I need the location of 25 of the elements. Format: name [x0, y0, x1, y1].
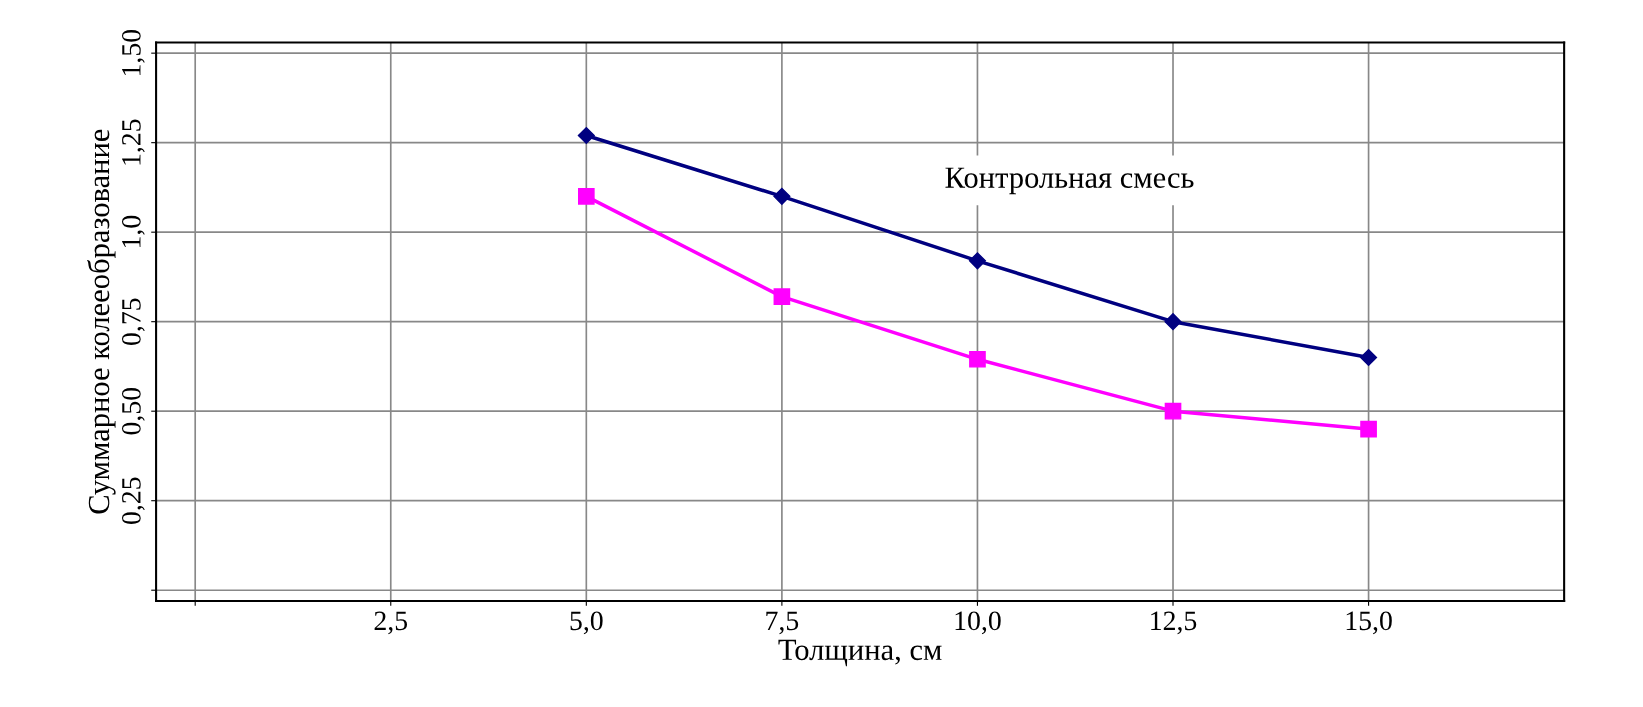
y-axis-title: Суммарное колееобразование	[87, 129, 116, 514]
y-tick-label: 0,75	[121, 298, 145, 345]
y-tick-label: 1,0	[121, 215, 145, 248]
annotation: Контрольная смесь	[945, 167, 1194, 195]
x-tick-label: 12,5	[1151, 611, 1197, 635]
point	[773, 187, 791, 205]
y-tick-label: 0,50	[121, 387, 145, 435]
x-tick-label: 2,5	[374, 611, 408, 635]
point	[1164, 402, 1182, 420]
point	[577, 188, 595, 205]
x-axis-title: Толщина, см	[778, 639, 942, 667]
y-tick-label: 0,25	[121, 477, 145, 524]
point	[1164, 313, 1182, 331]
point	[969, 350, 986, 368]
point	[773, 288, 791, 305]
point	[1360, 420, 1377, 438]
x-tick-label: 5,0	[570, 611, 603, 635]
x-tick-label: 15,0	[1346, 611, 1392, 635]
point	[1360, 348, 1378, 367]
point	[968, 252, 987, 270]
point	[577, 126, 595, 145]
y-tick-label: 1,50	[121, 29, 145, 76]
y-tick-label: 1,25	[122, 119, 145, 165]
x-tick-label: 10,0	[955, 611, 1001, 635]
x-tick-label: 7,5	[766, 611, 799, 635]
